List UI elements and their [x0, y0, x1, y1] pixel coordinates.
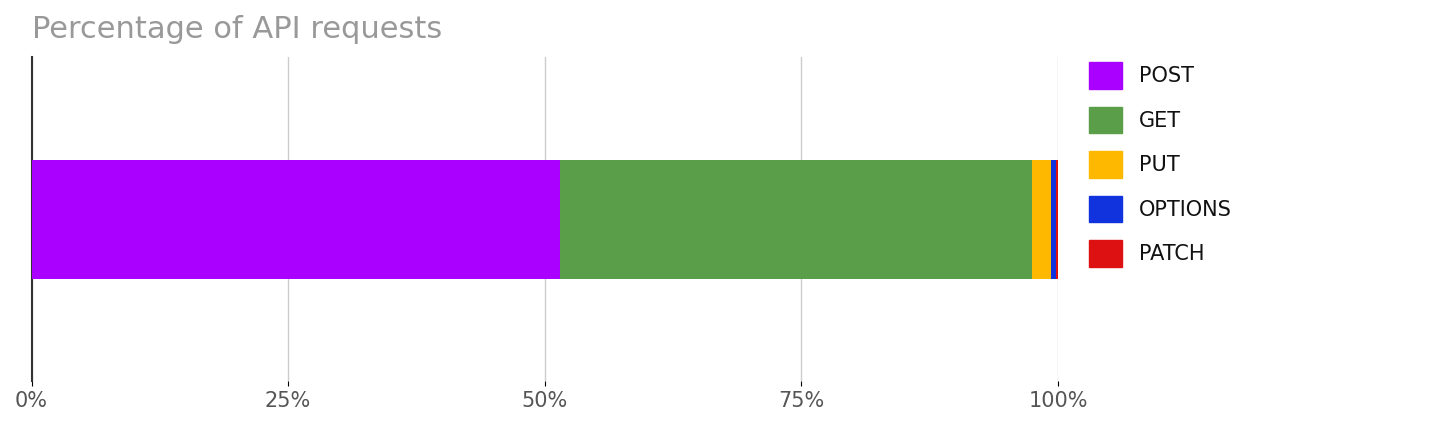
- Bar: [1032, 160, 1051, 279]
- Bar: [561, 160, 1032, 279]
- Text: Percentage of API requests: Percentage of API requests: [32, 15, 441, 44]
- Bar: [1051, 160, 1055, 279]
- Legend: POST, GET, PUT, OPTIONS, PATCH: POST, GET, PUT, OPTIONS, PATCH: [1078, 52, 1242, 277]
- Bar: [32, 160, 561, 279]
- Bar: [1055, 160, 1058, 279]
